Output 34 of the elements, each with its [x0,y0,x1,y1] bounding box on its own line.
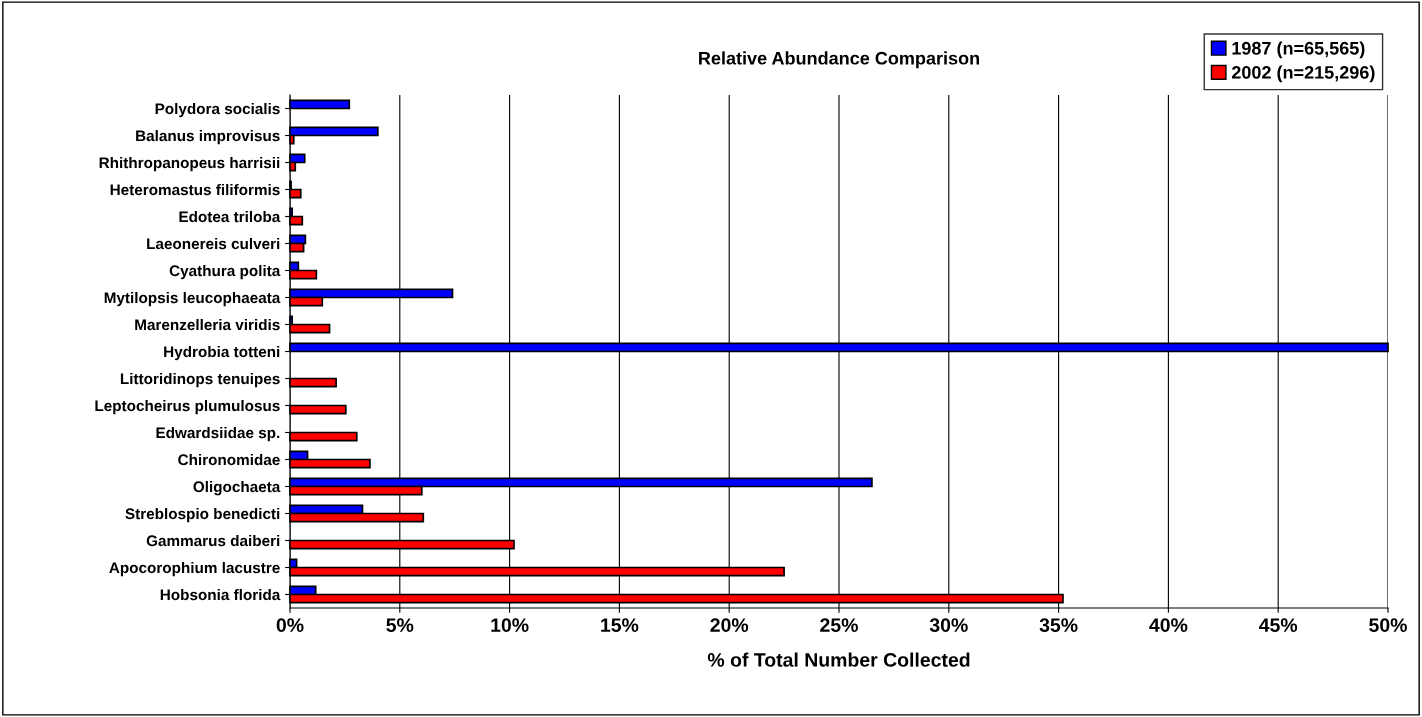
x-tick-label: 25% [820,618,858,632]
y-tick-label: Polydora socialis [155,102,280,118]
chart-title: Relative Abundance Comparison [699,51,980,69]
y-tick-label: Cyathura polita [169,264,281,280]
x-tick-label: 30% [929,618,968,633]
x-tick-label: 5% [386,618,414,632]
y-tick-label: Hobsonia florida [160,588,281,601]
y-tick-label: Laeonereis culveri [147,237,280,250]
y-tick-label: Oligochaeta [193,480,281,496]
y-tick-label: Apocorophium lacustre [109,561,280,577]
x-tick-label: 45% [1259,618,1298,632]
y-tick-label: Littoridinops tenuipes [120,372,280,388]
x-tick-label: 50% [1369,618,1407,632]
y-tick-label: Mytilopsis leucophaeata [104,291,281,307]
legend-label: 2002 (n=215,296) [1231,65,1375,83]
legend-label: 1987 (n=65,565) [1232,41,1365,59]
x-tick-label: 20% [710,618,749,632]
y-tick-label: Marenzelleria viridis [135,318,280,331]
x-tick-label: 10% [491,618,529,632]
y-tick-label: Edotea triloba [179,210,281,223]
x-tick-label: 35% [1039,618,1078,633]
y-tick-label: Gammarus daiberi [146,534,280,547]
x-tick-label: 15% [601,618,639,632]
x-tick-label: 0% [276,618,304,632]
y-tick-label: Streblospio benedicti [125,507,280,523]
x-tick-label: 40% [1149,618,1188,632]
y-tick-label: Rhithropanopeus harrisii [99,156,280,172]
y-tick-label: Edwardsiidae sp. [156,426,280,442]
y-tick-label: Heteromastus filiformis [110,183,280,196]
x-axis-title: % of Total Number Collected [707,652,970,667]
y-tick-label: Hydrobia totteni [164,345,280,361]
y-tick-label: Chironomidae [178,453,280,466]
y-tick-label: Leptocheirus plumulosus [95,399,280,415]
y-tick-label: Balanus improvisus [136,129,280,145]
